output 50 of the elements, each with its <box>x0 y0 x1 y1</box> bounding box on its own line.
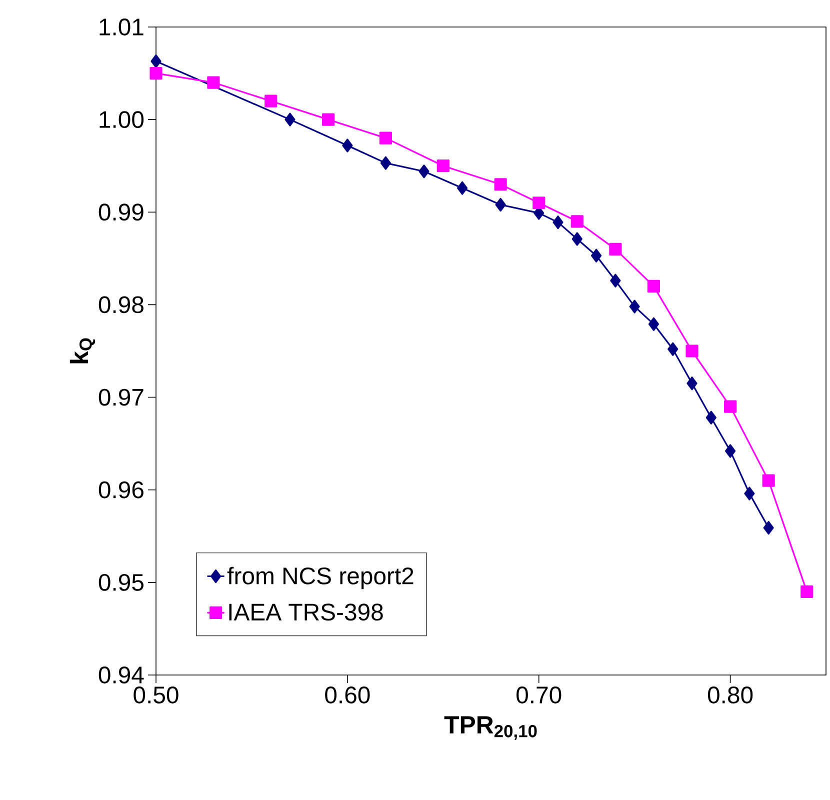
point <box>552 216 564 230</box>
point <box>648 317 660 331</box>
legend-label: IAEA TRS-398 <box>229 604 383 621</box>
y-tick-label: 1.01 <box>100 18 144 36</box>
point <box>724 444 736 458</box>
point <box>379 132 392 144</box>
point <box>380 156 392 170</box>
point <box>322 113 335 126</box>
point <box>724 400 737 413</box>
point <box>342 138 353 152</box>
point <box>150 66 162 80</box>
point <box>532 196 546 210</box>
point <box>284 112 296 126</box>
point <box>800 585 814 598</box>
y-tick-label: 0.99 <box>98 204 144 221</box>
x-tick-label: 0.50 <box>134 686 178 704</box>
point <box>572 232 582 246</box>
point <box>647 280 660 292</box>
point <box>762 474 775 487</box>
point <box>494 178 507 191</box>
point <box>590 248 602 262</box>
x-axis-title: TPR$_{20,10}$ <box>444 716 537 740</box>
x-tick-label: 0.60 <box>325 686 370 704</box>
y-axis-title: k$_{Q}$ <box>70 338 96 364</box>
x-tick-label: 0.70 <box>516 686 562 704</box>
y-tick-label: 1.00 <box>100 111 144 128</box>
point <box>150 54 162 68</box>
y-tick-label: 0.94 <box>98 666 144 684</box>
y-tick-label: 0.95 <box>98 574 144 591</box>
point <box>436 160 450 172</box>
point <box>686 376 698 390</box>
point <box>610 274 621 288</box>
point <box>264 94 278 108</box>
point <box>668 342 678 356</box>
point <box>456 181 468 195</box>
point <box>418 164 430 178</box>
point <box>570 215 584 228</box>
x-tick-label: 0.80 <box>708 686 753 704</box>
y-tick-label: 0.97 <box>98 388 144 406</box>
point <box>744 486 755 500</box>
point <box>609 242 622 256</box>
legend-label: from NCS report2 <box>227 566 414 590</box>
y-tick-label: 0.96 <box>98 481 144 498</box>
point <box>686 344 698 358</box>
y-tick-label: 0.98 <box>98 296 144 314</box>
point <box>763 521 774 535</box>
point <box>207 76 220 89</box>
point <box>629 300 640 314</box>
point <box>706 410 716 424</box>
point <box>495 198 506 212</box>
